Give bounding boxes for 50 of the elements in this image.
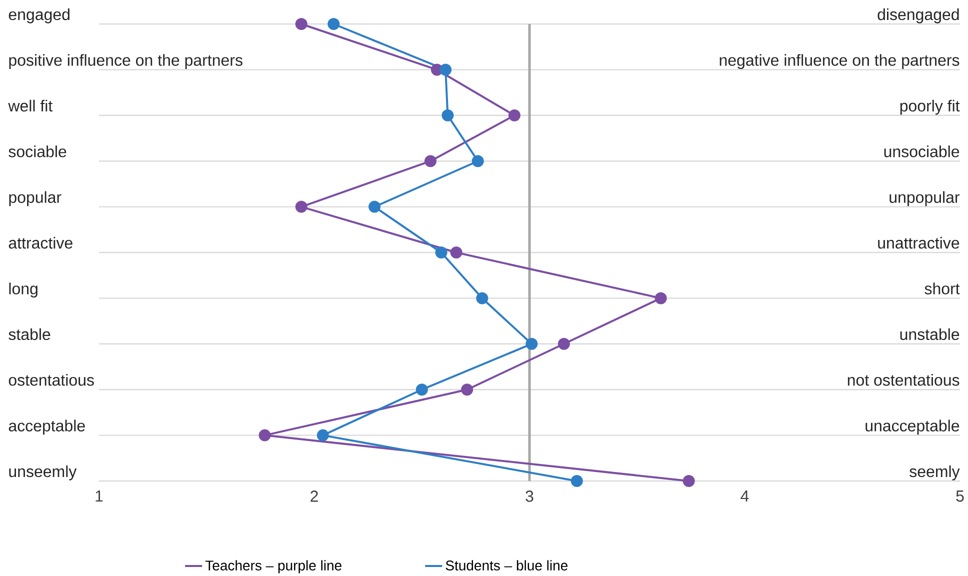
point xyxy=(295,18,308,30)
point xyxy=(435,246,448,259)
y-tick-label: well fit xyxy=(8,100,53,112)
y-tick-label: unseemly xyxy=(9,465,77,480)
point xyxy=(558,338,570,350)
point xyxy=(328,18,340,30)
point xyxy=(472,155,484,168)
y-tick-label: engaged xyxy=(8,8,70,24)
y-tick-label: acceptable xyxy=(8,420,85,435)
y-tick-label: attractive xyxy=(8,236,72,249)
point xyxy=(508,109,520,122)
x-tick-label: 3 xyxy=(526,490,534,502)
x-tick-label: 5 xyxy=(956,490,964,502)
point xyxy=(316,429,329,442)
point xyxy=(295,200,308,213)
point xyxy=(654,292,667,304)
x-tick-label: 1 xyxy=(96,490,103,502)
x-tick-label: 2 xyxy=(310,490,318,502)
point xyxy=(461,384,474,396)
y-tick-label: positive influence on the partners xyxy=(9,54,242,70)
y2-tick-label: seemly xyxy=(910,465,960,480)
point xyxy=(424,155,436,168)
point xyxy=(368,200,381,213)
x-tick-label: 4 xyxy=(740,490,749,502)
y2-tick-label: poorly fit xyxy=(900,100,960,115)
y2-tick-label: unstable xyxy=(900,328,960,340)
y2-tick-label: unpopular xyxy=(890,191,960,206)
point xyxy=(476,292,488,304)
y2-tick-label: unacceptable xyxy=(866,420,960,435)
point xyxy=(450,246,462,259)
y2-tick-label: disengaged xyxy=(878,8,959,24)
y2-tick-label: negative influence on the partners xyxy=(720,54,960,70)
y2-tick-label: unattractive xyxy=(878,236,960,249)
legend-label: Teachers – purple line xyxy=(205,560,342,574)
point xyxy=(526,338,538,350)
y-tick-label: sociable xyxy=(8,146,66,158)
point xyxy=(442,109,454,122)
y-tick-label: popular xyxy=(9,191,62,206)
point xyxy=(440,64,452,76)
y2-tick-label: short xyxy=(924,282,960,294)
y2-tick-label: not ostentatious xyxy=(848,374,960,386)
y2-tick-label: unsociable xyxy=(884,146,960,158)
y-tick-label: ostentatious xyxy=(8,374,94,386)
point xyxy=(416,384,428,396)
point xyxy=(258,429,271,442)
point xyxy=(682,475,695,488)
legend-label: Students – blue line xyxy=(446,560,568,570)
point xyxy=(570,475,583,488)
y-tick-label: stable xyxy=(8,328,50,340)
y-tick-label: long xyxy=(9,282,38,298)
